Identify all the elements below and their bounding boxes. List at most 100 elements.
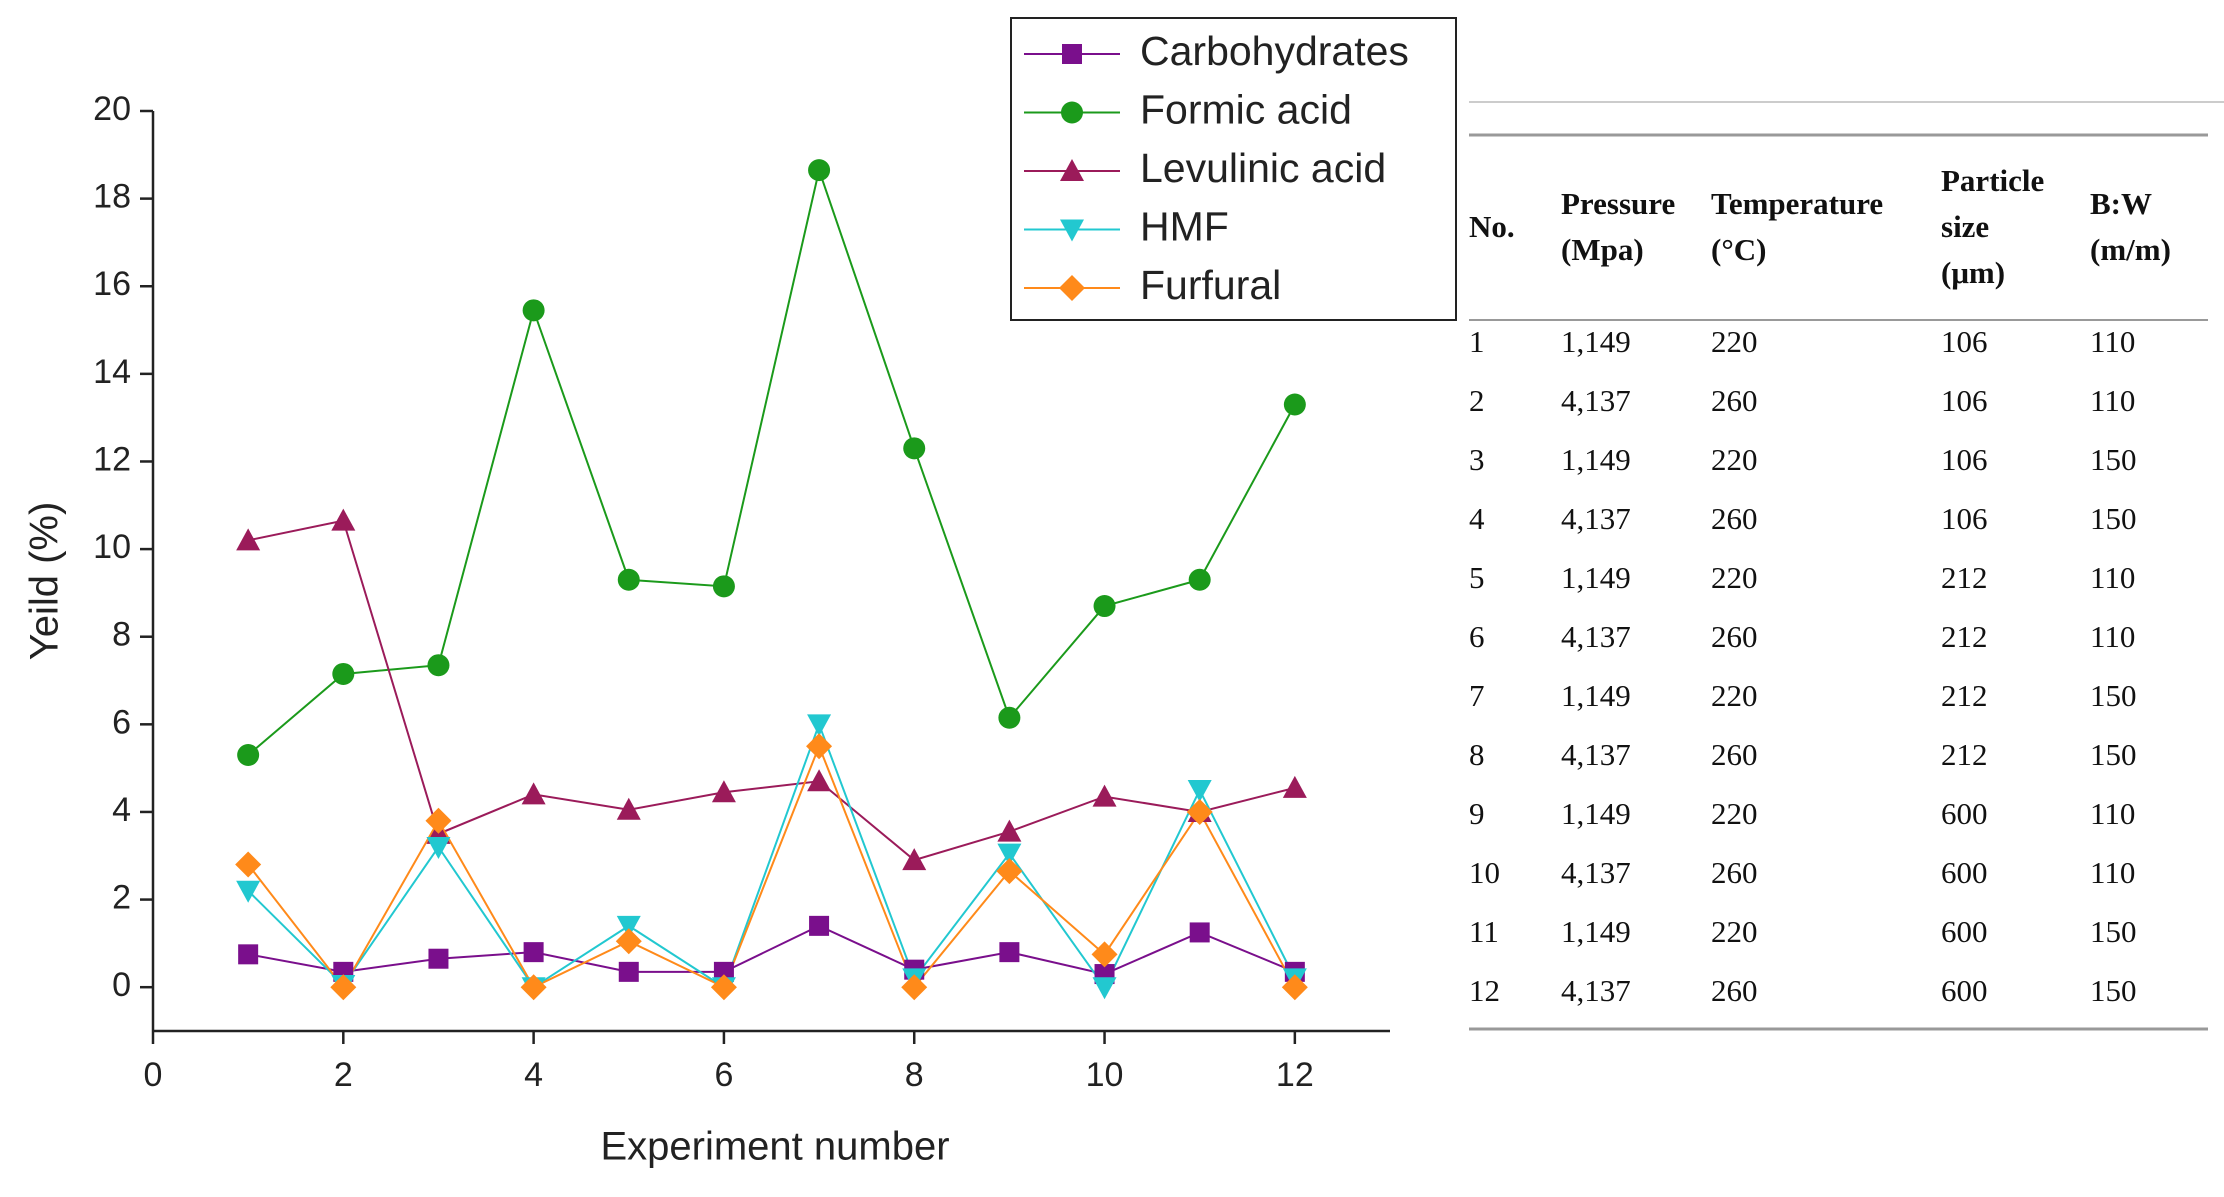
y-tick-label: 8 (112, 616, 131, 654)
marker (996, 858, 1023, 885)
table-header: Temperature (1711, 186, 1883, 221)
marker (331, 508, 356, 531)
marker (1281, 974, 1308, 1001)
marker (618, 961, 639, 982)
table-cell: 1,149 (1561, 678, 1631, 713)
table-cell: 1,149 (1561, 442, 1631, 477)
marker (808, 159, 831, 182)
marker (809, 915, 830, 936)
marker (1187, 780, 1212, 803)
table-cell: 10 (1469, 855, 1500, 890)
y-tick-label: 12 (93, 440, 131, 478)
table-cell: 1,149 (1561, 796, 1631, 831)
table-cell: 600 (1941, 796, 1988, 831)
table-cell: 4,137 (1561, 737, 1631, 772)
x-tick-label: 2 (334, 1056, 353, 1094)
marker (615, 928, 642, 955)
table-cell: 260 (1711, 737, 1758, 772)
table-cell: 110 (2090, 324, 2135, 359)
marker (426, 837, 451, 859)
marker (616, 915, 641, 938)
table-cell: 600 (1941, 914, 1988, 949)
table-cell: 260 (1711, 855, 1758, 890)
table-cell: 4,137 (1561, 619, 1631, 654)
table-cell: 110 (2090, 855, 2135, 890)
marker (428, 948, 449, 969)
table-cell: 212 (1941, 678, 1988, 713)
table-cell: 1,149 (1561, 560, 1631, 595)
table-cell: 8 (1469, 737, 1485, 772)
table-cell: 4 (1469, 501, 1485, 536)
table-cell: 1,149 (1561, 914, 1631, 949)
table-cell: 106 (1941, 324, 1988, 359)
table-cell: 12 (1469, 973, 1500, 1008)
marker (617, 568, 640, 591)
table-cell: 9 (1469, 796, 1485, 831)
table-header: (m/m) (2090, 232, 2171, 267)
table-cell: 212 (1941, 619, 1988, 654)
table-cell: 2 (1469, 383, 1485, 418)
marker (1092, 784, 1117, 807)
legend-label: Furfural (1140, 262, 1281, 308)
table-cell: 220 (1711, 914, 1758, 949)
marker (236, 880, 261, 903)
table-cell: 11 (1469, 914, 1499, 949)
table-header: (Mpa) (1561, 232, 1644, 267)
x-tick-label: 12 (1276, 1056, 1314, 1094)
x-axis-title: Experiment number (600, 1125, 949, 1169)
table-cell: 220 (1711, 324, 1758, 359)
series-line (247, 166, 1296, 756)
series-line (247, 924, 1296, 976)
table-cell: 150 (2090, 914, 2137, 949)
table-cell: 4,137 (1561, 383, 1631, 418)
legend-marker (1060, 219, 1084, 242)
table-cell: 260 (1711, 619, 1758, 654)
table-header: size (1941, 209, 1989, 244)
legend-label: Formic acid (1140, 86, 1352, 132)
marker (1093, 595, 1116, 618)
table-cell: 212 (1941, 560, 1988, 595)
marker (1092, 977, 1117, 1000)
table-cell: 1,149 (1561, 324, 1631, 359)
marker (710, 974, 737, 1001)
marker (713, 961, 734, 982)
table-header: No. (1469, 209, 1515, 244)
table-cell: 150 (2090, 973, 2137, 1008)
table-cell: 4,137 (1561, 501, 1631, 536)
y-tick-label: 0 (112, 966, 131, 1004)
x-tick-label: 4 (524, 1056, 543, 1094)
marker (330, 974, 357, 1001)
marker (806, 733, 833, 760)
table-header: Pressure (1561, 186, 1675, 221)
legend-marker (1059, 275, 1085, 301)
marker (522, 299, 545, 322)
y-axis-title: Yeild (%) (23, 502, 67, 661)
y-tick-label: 20 (93, 90, 131, 128)
y-tick-label: 18 (93, 178, 131, 216)
y-tick-label: 10 (93, 528, 131, 566)
table-cell: 110 (2090, 619, 2135, 654)
legend-marker (1062, 44, 1082, 64)
table-cell: 106 (1941, 442, 1988, 477)
y-tick-label: 14 (93, 353, 131, 391)
marker (902, 848, 927, 871)
marker (903, 437, 926, 460)
legend-label: Carbohydrates (1140, 28, 1409, 74)
table-header: (μm) (1941, 255, 2005, 290)
x-tick-label: 8 (905, 1056, 924, 1094)
x-tick-label: 6 (714, 1056, 733, 1094)
table-cell: 1 (1469, 324, 1485, 359)
table-cell: 220 (1711, 442, 1758, 477)
table-cell: 110 (2090, 383, 2135, 418)
table-cell: 600 (1941, 855, 1988, 890)
table-cell: 4,137 (1561, 855, 1631, 890)
table-cell: 260 (1711, 383, 1758, 418)
marker (712, 575, 735, 598)
legend-marker (1061, 101, 1083, 124)
table-cell: 150 (2090, 442, 2137, 477)
marker (332, 662, 355, 685)
table-cell: 6 (1469, 619, 1485, 654)
marker (523, 942, 544, 963)
table-cell: 600 (1941, 973, 1988, 1008)
table-cell: 220 (1711, 796, 1758, 831)
